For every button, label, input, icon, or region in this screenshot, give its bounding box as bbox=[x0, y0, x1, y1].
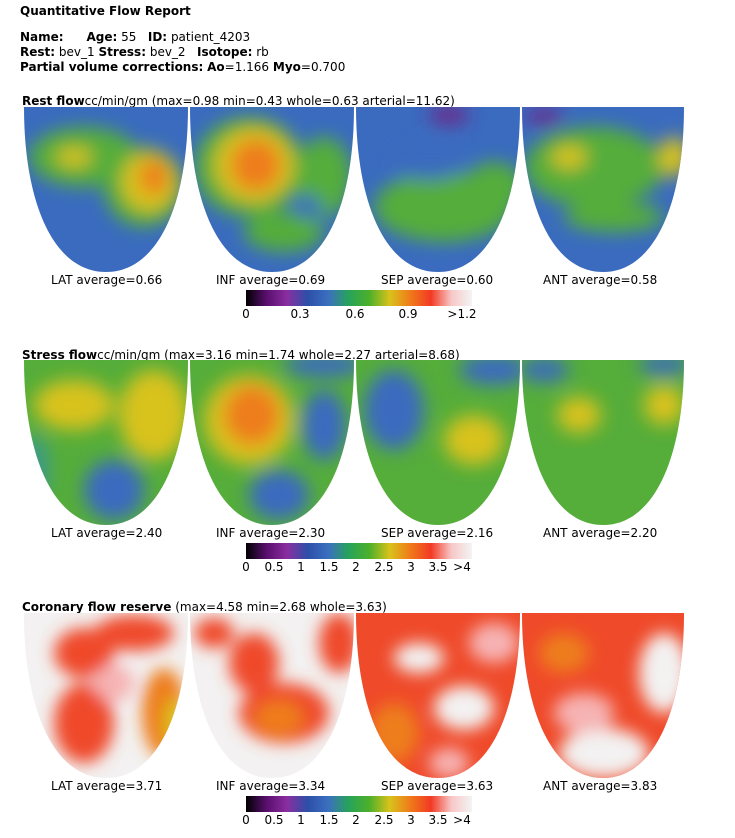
cfr-inf-map bbox=[190, 613, 354, 778]
rest-tick: 0.6 bbox=[345, 307, 365, 321]
cfr-sep-average: SEP average=3.63 bbox=[381, 779, 494, 793]
name-label: Name: bbox=[20, 30, 64, 44]
cfr-tick: 2 bbox=[352, 813, 360, 827]
cfr-title: Coronary flow reserve bbox=[22, 600, 172, 614]
stress-polar-maps bbox=[24, 360, 684, 525]
cfr-polar-maps bbox=[24, 613, 684, 778]
stress-sep-average: SEP average=2.16 bbox=[381, 526, 494, 540]
isotope-value: rb bbox=[256, 45, 269, 59]
cfr-scale-ticks: 0 0.5 1 1.5 2 2.5 3 3.5 >4 bbox=[236, 813, 486, 827]
cfr-tick: >4 bbox=[453, 813, 471, 827]
pvc-line: Partial volume corrections: Ao=1.166 Myo… bbox=[20, 60, 345, 74]
stress-tick: 0 bbox=[242, 560, 250, 574]
rest-sep-map bbox=[356, 107, 520, 272]
stress-tick: 2 bbox=[352, 560, 360, 574]
stress-ant-average: ANT average=2.20 bbox=[543, 526, 658, 540]
rest-value: bev_1 bbox=[58, 45, 95, 59]
rest-tick: 0.3 bbox=[290, 307, 310, 321]
stress-inf-average: INF average=2.30 bbox=[216, 526, 326, 540]
cfr-section-title: Coronary flow reserve (max=4.58 min=2.68… bbox=[22, 600, 387, 614]
stress-inf-map bbox=[190, 360, 354, 525]
rest-tick: >1.2 bbox=[447, 307, 477, 321]
stress-scale-ticks: 0 0.5 1 1.5 2 2.5 3 3.5 >4 bbox=[236, 560, 486, 574]
stress-title: Stress flow bbox=[22, 348, 98, 362]
rest-subtitle: cc/min/gm (max=0.98 min=0.43 whole=0.63 … bbox=[84, 94, 455, 108]
cfr-tick: 1 bbox=[297, 813, 305, 827]
rest-inf-map bbox=[190, 107, 354, 272]
cfr-tick: 0 bbox=[242, 813, 250, 827]
cfr-tick: 1.5 bbox=[319, 813, 339, 827]
rest-tick: 0 bbox=[242, 307, 250, 321]
age-value: 55 bbox=[121, 30, 137, 44]
cfr-tick: 3.5 bbox=[428, 813, 448, 827]
rest-ant-map bbox=[522, 107, 684, 272]
rest-inf-average: INF average=0.69 bbox=[216, 273, 326, 287]
cfr-colorbar bbox=[246, 796, 472, 812]
stress-colorbar bbox=[246, 543, 472, 559]
stress-tick: 2.5 bbox=[374, 560, 394, 574]
report-title: Quantitative Flow Report bbox=[20, 4, 191, 18]
stress-lat-average: LAT average=2.40 bbox=[51, 526, 163, 540]
stress-sep-map bbox=[356, 360, 520, 525]
stress-value: bev_2 bbox=[149, 45, 186, 59]
stress-tick: >4 bbox=[453, 560, 471, 574]
stress-label: Stress: bbox=[98, 45, 146, 59]
rest-section-title: Rest flowcc/min/gm (max=0.98 min=0.43 wh… bbox=[22, 94, 455, 108]
stress-section-title: Stress flowcc/min/gm (max=3.16 min=1.74 … bbox=[22, 348, 460, 362]
stress-tick: 1 bbox=[297, 560, 305, 574]
study-line: Rest: bev_1 Stress: bev_2 Isotope: rb bbox=[20, 45, 269, 59]
pvc-label: Partial volume corrections: bbox=[20, 60, 204, 74]
rest-colorbar bbox=[246, 290, 472, 306]
stress-tick: 3 bbox=[407, 560, 415, 574]
id-label: ID: bbox=[147, 30, 168, 44]
stress-ant-map bbox=[522, 360, 684, 525]
cfr-tick: 2.5 bbox=[374, 813, 394, 827]
ao-value: =1.166 bbox=[224, 60, 270, 74]
cfr-subtitle: (max=4.58 min=2.68 whole=3.63) bbox=[175, 600, 387, 614]
cfr-inf-average: INF average=3.34 bbox=[216, 779, 326, 793]
rest-tick: 0.9 bbox=[398, 307, 418, 321]
rest-title: Rest flow bbox=[22, 94, 85, 108]
stress-subtitle: cc/min/gm (max=3.16 min=1.74 whole=2.27 … bbox=[97, 348, 460, 362]
cfr-ant-map bbox=[522, 613, 684, 778]
cfr-tick: 3 bbox=[407, 813, 415, 827]
stress-lat-map bbox=[24, 360, 188, 525]
age-label: Age: bbox=[86, 30, 118, 44]
myo-value: =0.700 bbox=[300, 60, 346, 74]
cfr-ant-average: ANT average=3.83 bbox=[543, 779, 658, 793]
rest-lat-average: LAT average=0.66 bbox=[51, 273, 163, 287]
stress-tick: 1.5 bbox=[319, 560, 339, 574]
patient-line: Name: Age: 55 ID: patient_4203 bbox=[20, 30, 250, 44]
rest-sep-average: SEP average=0.60 bbox=[381, 273, 494, 287]
ao-label: Ao bbox=[207, 60, 225, 74]
cfr-lat-average: LAT average=3.71 bbox=[51, 779, 163, 793]
id-value: patient_4203 bbox=[170, 30, 251, 44]
cfr-lat-map bbox=[24, 613, 188, 778]
myo-label: Myo bbox=[272, 60, 301, 74]
isotope-label: Isotope: bbox=[197, 45, 253, 59]
rest-polar-maps bbox=[24, 107, 684, 272]
cfr-tick: 0.5 bbox=[264, 813, 284, 827]
rest-label: Rest: bbox=[20, 45, 56, 59]
cfr-sep-map bbox=[356, 613, 520, 778]
stress-tick: 0.5 bbox=[264, 560, 284, 574]
rest-ant-average: ANT average=0.58 bbox=[543, 273, 658, 287]
rest-scale-ticks: 0 0.3 0.6 0.9 >1.2 bbox=[236, 307, 486, 321]
rest-lat-map bbox=[24, 107, 188, 272]
stress-tick: 3.5 bbox=[428, 560, 448, 574]
